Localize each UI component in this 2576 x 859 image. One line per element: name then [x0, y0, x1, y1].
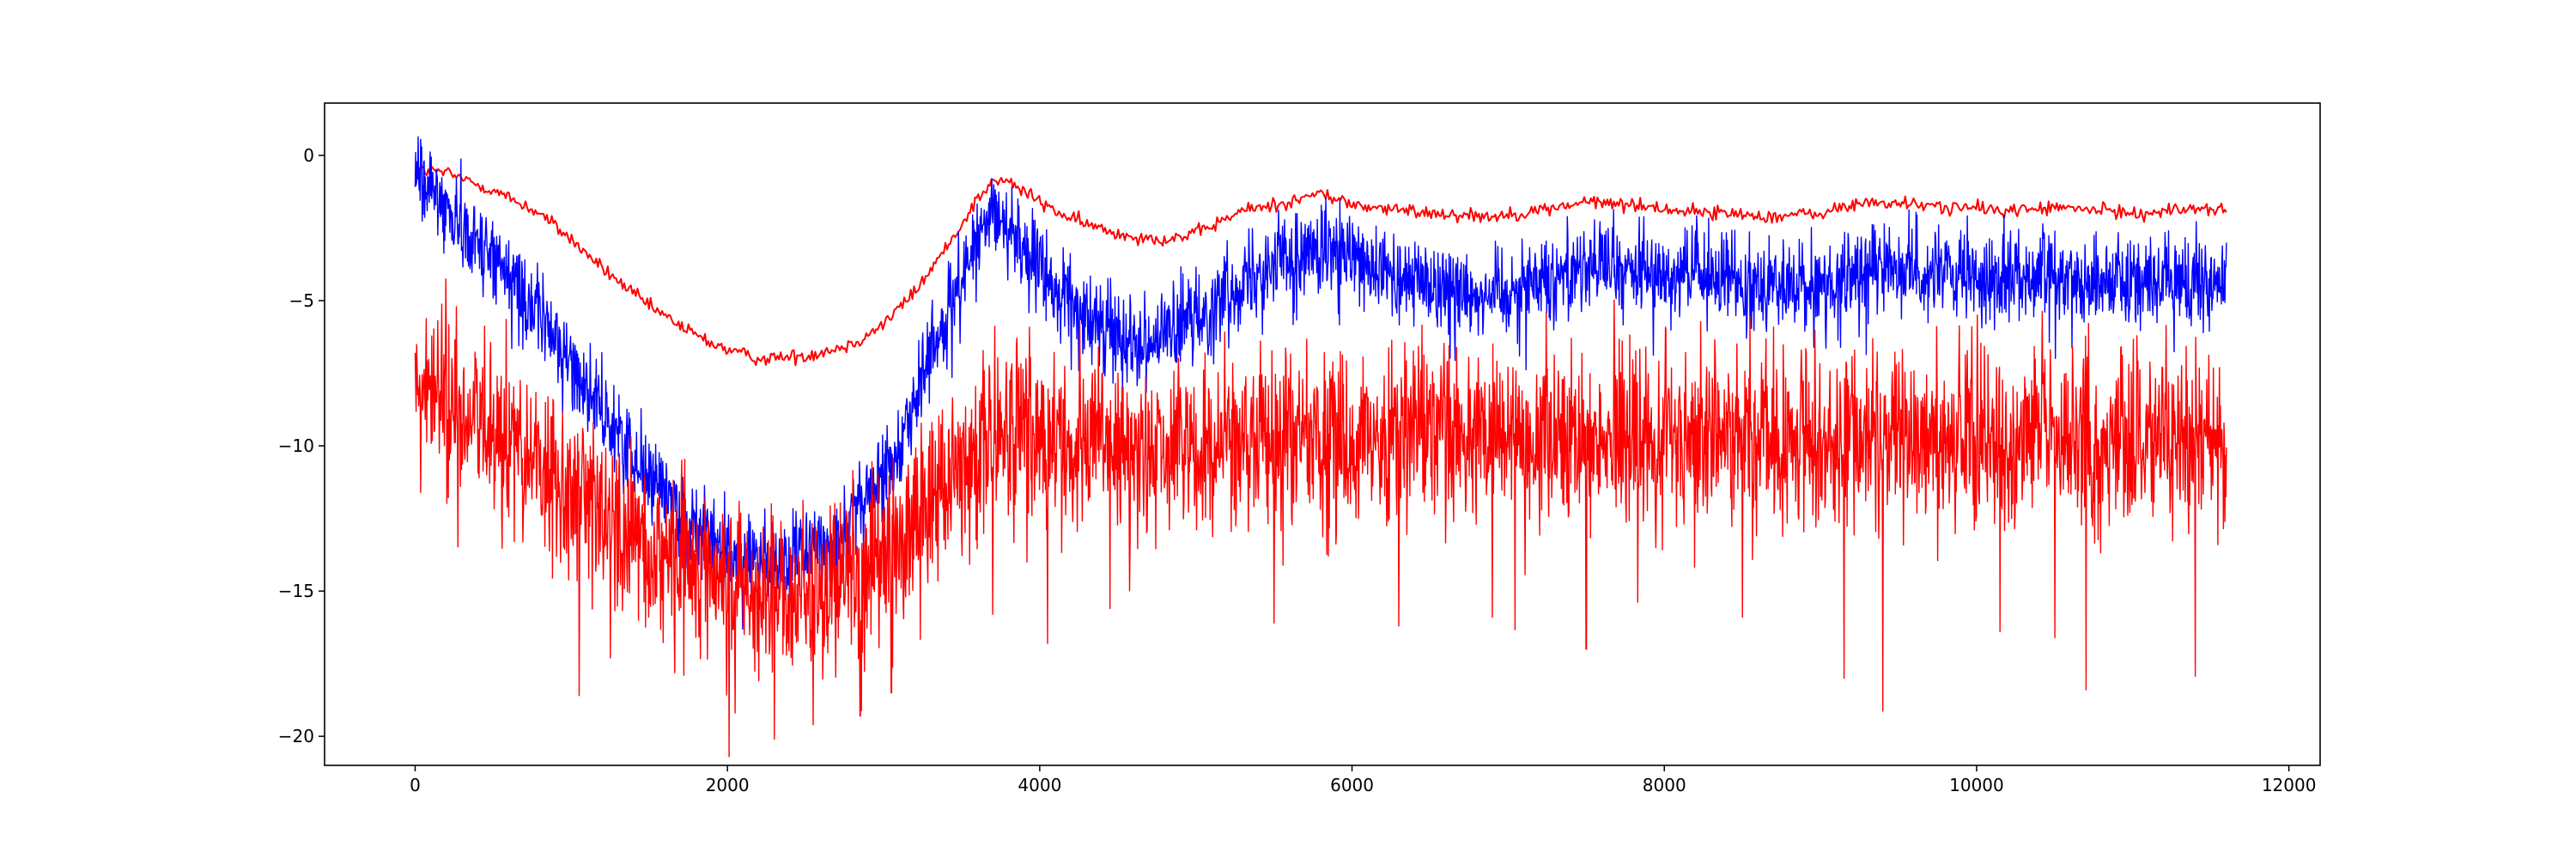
series-layer: [414, 136, 2227, 758]
plot-frame: [324, 102, 2321, 766]
x-tick-label: 4000: [1018, 775, 1061, 795]
x-tick-label: 12000: [2262, 775, 2317, 795]
x-tick-label: 8000: [1643, 775, 1686, 795]
series-line-1: [414, 165, 2227, 367]
x-axis: 0 2000 4000 6000 8000 10000 12000: [410, 765, 2316, 795]
y-axis: 0 −5 −10 −15 −20: [278, 145, 325, 746]
x-tick-label: 0: [410, 775, 421, 795]
y-tick-label: 0: [303, 145, 314, 166]
x-tick-label: 10000: [1949, 775, 2004, 795]
y-tick-label: −20: [278, 726, 314, 746]
y-tick-label: −15: [278, 581, 314, 601]
series-line-3: [414, 278, 2227, 758]
y-tick-label: −5: [289, 290, 314, 311]
y-tick-label: −10: [278, 436, 314, 456]
x-tick-label: 2000: [706, 775, 750, 795]
x-tick-label: 6000: [1330, 775, 1374, 795]
